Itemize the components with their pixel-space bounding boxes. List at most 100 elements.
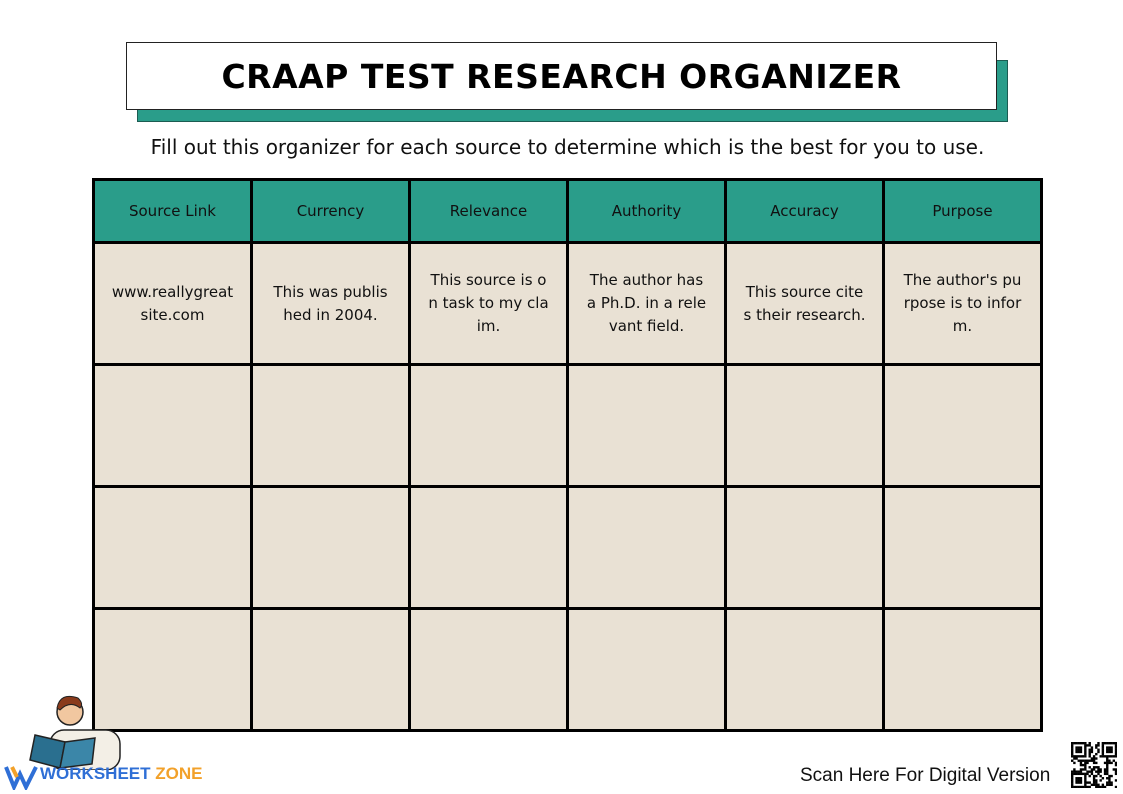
- qr-module: [1071, 742, 1074, 745]
- qr-module: [1084, 768, 1087, 771]
- qr-module: [1073, 770, 1076, 773]
- qr-module: [1079, 746, 1083, 749]
- qr-module: [1075, 777, 1078, 780]
- qr-module: [1095, 761, 1098, 765]
- qr-module: [1103, 768, 1107, 771]
- table-cell: The author has a Ph.D. in a relevant fie…: [566, 241, 727, 366]
- qr-module: [1079, 785, 1083, 788]
- qr-module: [1075, 757, 1078, 760]
- qr-module: [1097, 766, 1100, 769]
- qr-module: [1106, 750, 1109, 754]
- empty-row: [92, 607, 1043, 732]
- qr-module: [1084, 759, 1087, 762]
- qr-module: [1095, 781, 1098, 784]
- qr-module: [1106, 781, 1109, 784]
- qr-module: [1079, 779, 1083, 782]
- qr-module: [1081, 759, 1085, 762]
- header-cell: Currency: [250, 178, 411, 244]
- empty-cell: [408, 485, 569, 610]
- qr-module: [1084, 781, 1087, 784]
- qr-module: [1077, 781, 1080, 784]
- organizer-table: Source Link Currency Relevance Authority Acc…: [92, 178, 1043, 732]
- qr-module: [1079, 781, 1083, 784]
- header-cell: Source Link: [92, 178, 253, 244]
- qr-module: [1079, 777, 1083, 780]
- qr-module: [1079, 772, 1083, 776]
- qr-module: [1084, 772, 1087, 776]
- qr-module: [1110, 750, 1113, 754]
- empty-cell: [250, 485, 411, 610]
- qr-module: [1077, 755, 1080, 758]
- qr-module: [1090, 750, 1094, 754]
- qr-module: [1071, 744, 1074, 747]
- qr-module: [1110, 742, 1113, 745]
- qr-module: [1073, 772, 1076, 776]
- qr-module: [1114, 750, 1117, 754]
- subtitle: Fill out this organizer for each source …: [150, 135, 985, 159]
- qr-module: [1084, 748, 1087, 751]
- qr-module: [1088, 774, 1091, 778]
- qr-module: [1077, 777, 1080, 780]
- empty-cell: [250, 607, 411, 732]
- qr-module: [1110, 761, 1113, 765]
- empty-cell: [566, 363, 727, 488]
- qr-module: [1095, 746, 1098, 749]
- logo-text: ZONE: [155, 764, 203, 783]
- qr-module: [1073, 761, 1076, 765]
- qr-module: [1106, 759, 1109, 762]
- empty-row: [92, 363, 1043, 488]
- qr-module: [1075, 770, 1078, 773]
- qr-module: [1079, 761, 1083, 765]
- qr-module: [1092, 783, 1096, 787]
- empty-cell: [566, 607, 727, 732]
- qr-module: [1114, 752, 1117, 756]
- qr-module: [1079, 755, 1083, 758]
- qr-module: [1106, 757, 1109, 760]
- table-cell: www.reallygreatsite.com: [92, 241, 253, 366]
- cell-text: The author has a Ph.D. in a relevant fie…: [586, 271, 707, 335]
- qr-module: [1106, 772, 1109, 776]
- qr-module: [1088, 742, 1091, 745]
- qr-module: [1108, 755, 1111, 758]
- qr-module: [1110, 783, 1113, 787]
- qr-module: [1108, 779, 1111, 782]
- qr-module: [1071, 772, 1074, 776]
- qr-module: [1071, 781, 1074, 784]
- qr-module: [1077, 772, 1080, 776]
- empty-cell: [724, 485, 885, 610]
- empty-cell: [882, 607, 1043, 732]
- qr-module: [1103, 755, 1107, 758]
- qr-module: [1071, 746, 1074, 749]
- qr-code: [1071, 742, 1117, 788]
- qr-module: [1079, 770, 1083, 773]
- qr-module: [1079, 742, 1083, 745]
- qr-module: [1097, 770, 1100, 773]
- qr-module: [1075, 781, 1078, 784]
- qr-module: [1075, 772, 1078, 776]
- title-box: CRAAP TEST RESEARCH ORGANIZER: [126, 42, 997, 110]
- qr-module: [1088, 752, 1091, 756]
- qr-module: [1101, 785, 1105, 788]
- qr-module: [1108, 761, 1111, 765]
- qr-module: [1077, 759, 1080, 762]
- qr-module: [1092, 759, 1096, 762]
- title: CRAAP TEST RESEARCH ORGANIZER: [221, 56, 902, 96]
- qr-module: [1073, 785, 1076, 788]
- qr-module: [1114, 763, 1117, 767]
- qr-module: [1084, 752, 1087, 756]
- scan-text: Scan Here For Digital Version: [800, 765, 1051, 786]
- qr-module: [1097, 748, 1100, 751]
- qr-module: [1114, 755, 1117, 758]
- qr-module: [1086, 772, 1089, 776]
- qr-module: [1071, 755, 1074, 758]
- logo-icon: [4, 766, 38, 790]
- qr-module: [1088, 748, 1091, 751]
- qr-module: [1099, 774, 1102, 778]
- qr-module: [1079, 759, 1083, 762]
- qr-module: [1086, 770, 1089, 773]
- qr-module: [1101, 783, 1105, 787]
- qr-module: [1103, 770, 1107, 773]
- qr-module: [1086, 785, 1089, 788]
- empty-cell: [882, 363, 1043, 488]
- qr-module: [1095, 770, 1098, 773]
